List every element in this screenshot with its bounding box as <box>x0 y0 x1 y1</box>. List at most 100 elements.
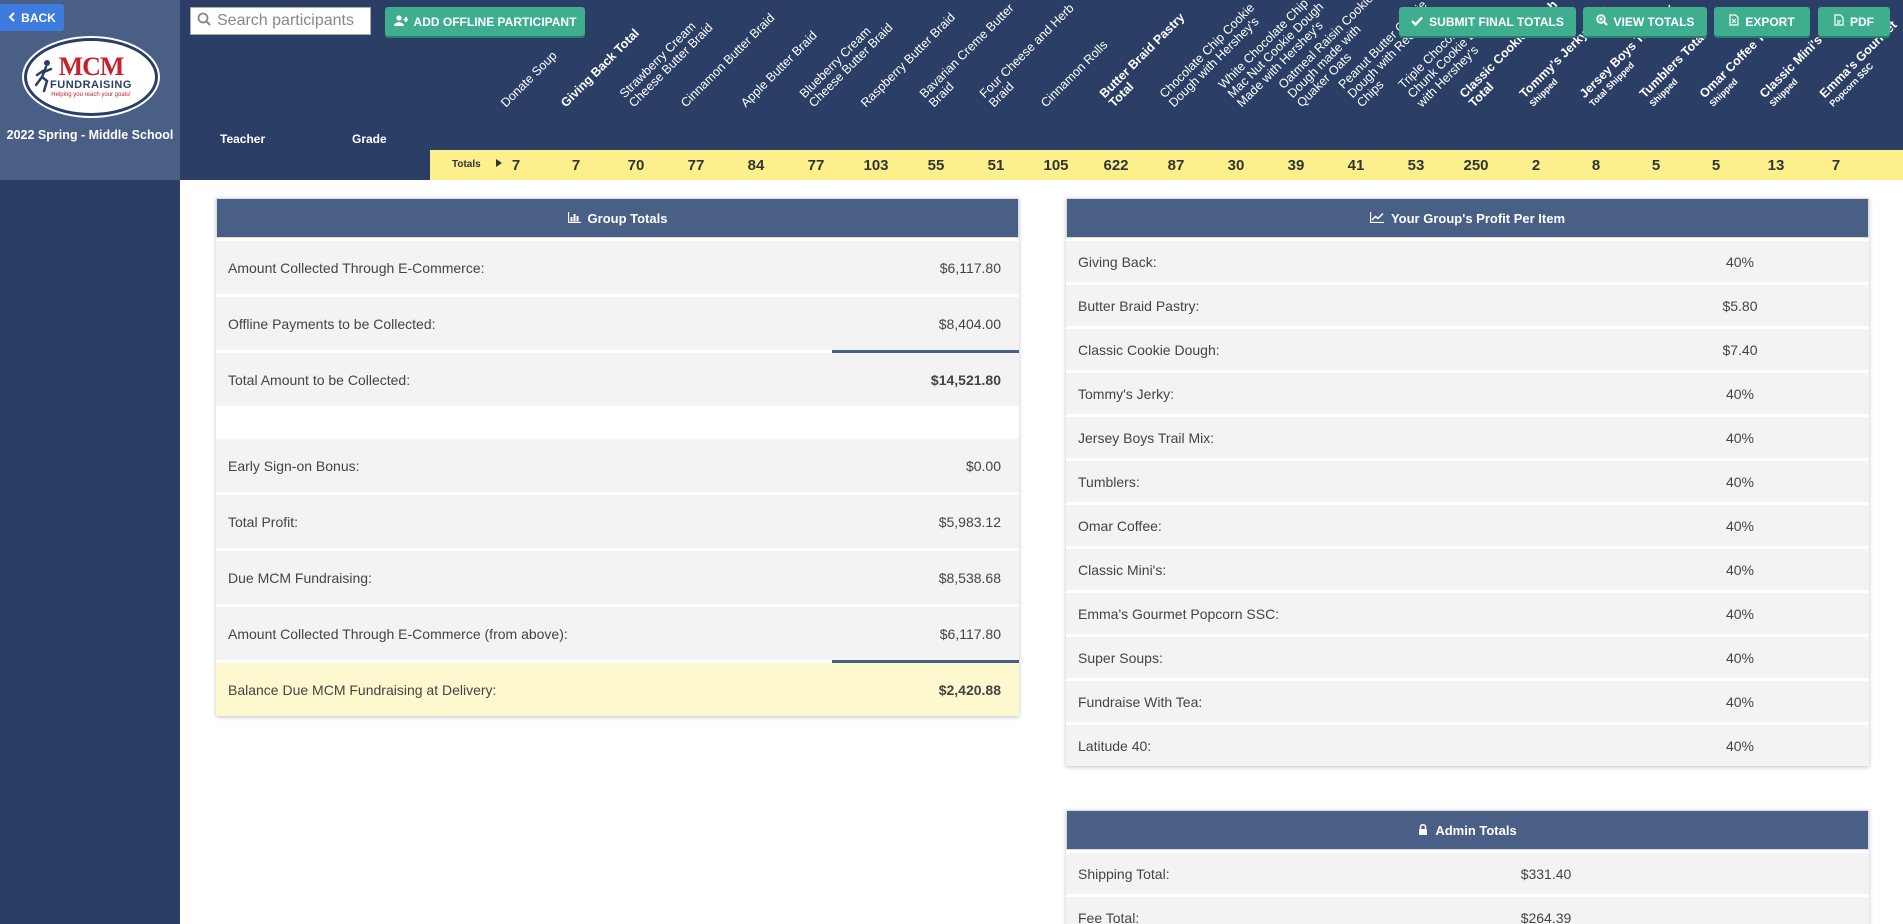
row-value: $2,420.88 <box>938 681 1001 698</box>
product-total: 622 <box>1103 157 1129 174</box>
product-total: 2 <box>1531 157 1541 174</box>
gt-row-early-bonus: Early Sign-on Bonus: $0.00 <box>216 436 1019 492</box>
row-value: 40% <box>1725 737 1755 754</box>
row-label: Early Sign-on Bonus: <box>228 457 360 474</box>
admin-totals-header: Admin Totals <box>1066 810 1869 850</box>
back-button[interactable]: BACK <box>0 4 64 31</box>
row-label: Omar Coffee: <box>1078 517 1162 534</box>
add-offline-label: ADD OFFLINE PARTICIPANT <box>413 14 577 29</box>
row-label: Total Amount to be Collected: <box>228 371 411 388</box>
row-value: 40% <box>1725 385 1755 402</box>
admin-totals-title: Admin Totals <box>1435 822 1517 838</box>
product-total: 13 <box>1767 157 1785 174</box>
pp-row: Giving Back: 40% <box>1066 238 1869 282</box>
row-value: 40% <box>1725 693 1755 710</box>
submit-final-totals-button[interactable]: SUBMIT FINAL TOTALS <box>1399 7 1576 36</box>
row-value: $6,117.80 <box>939 625 1001 642</box>
row-value: $14,521.80 <box>930 371 1001 388</box>
bar-chart-icon <box>567 211 581 226</box>
gt-row-total-collected: Total Amount to be Collected: $14,521.80 <box>216 350 1019 406</box>
at-row-shipping: Shipping Total: $331.40 <box>1066 850 1869 894</box>
line-chart-icon <box>1369 211 1384 226</box>
product-total: 30 <box>1227 157 1245 174</box>
product-total: 5 <box>1651 157 1661 174</box>
export-button[interactable]: EXPORT <box>1714 7 1810 36</box>
search-box[interactable] <box>190 7 371 35</box>
row-value: 40% <box>1725 429 1755 446</box>
chevron-left-icon <box>8 11 16 25</box>
row-label: Offline Payments to be Collected: <box>228 315 436 332</box>
row-label: Latitude 40: <box>1078 737 1152 754</box>
row-value: 40% <box>1725 561 1755 578</box>
pp-row: Omar Coffee: 40% <box>1066 502 1869 546</box>
row-value: $0.00 <box>965 457 1001 474</box>
product-total: 41 <box>1347 157 1365 174</box>
pp-row: Classic Mini's: 40% <box>1066 546 1869 590</box>
pp-row: Jersey Boys Trail Mix: 40% <box>1066 414 1869 458</box>
pp-row: Latitude 40: 40% <box>1066 722 1869 766</box>
admin-totals-panel: Admin Totals Shipping Total: $331.40 Fee … <box>1066 810 1869 924</box>
row-label: Giving Back: <box>1078 253 1157 270</box>
product-total: 51 <box>987 157 1005 174</box>
search-input[interactable] <box>217 12 367 30</box>
product-total: 7 <box>571 157 581 174</box>
product-total: 8 <box>1591 157 1601 174</box>
row-value: $264.39 <box>1520 909 1572 924</box>
profit-per-item-panel: Your Group's Profit Per Item Giving Back… <box>1066 198 1869 766</box>
profit-per-item-title: Your Group's Profit Per Item <box>1390 210 1566 226</box>
row-value: $5,983.12 <box>938 513 1001 530</box>
row-value: $5.80 <box>1722 297 1758 314</box>
row-value: 40% <box>1725 253 1755 270</box>
pp-row: Emma's Gourmet Popcorn SSC: 40% <box>1066 590 1869 634</box>
campaign-title: 2022 Spring - Middle School <box>6 128 174 142</box>
pp-row: Butter Braid Pastry: $5.80 <box>1066 282 1869 326</box>
gt-row-ecommerce-above: Amount Collected Through E-Commerce (fro… <box>216 604 1019 660</box>
pdf-button[interactable]: PDF <box>1818 7 1890 36</box>
product-total: 53 <box>1407 157 1425 174</box>
mcm-logo: MCM FUNDRAISING Helping you reach your g… <box>24 38 158 116</box>
product-total: 87 <box>1167 157 1185 174</box>
view-totals-label: VIEW TOTALS <box>1613 14 1695 29</box>
pdf-label: PDF <box>1850 14 1874 29</box>
row-label: Super Soups: <box>1078 649 1163 666</box>
row-value: 40% <box>1725 473 1755 490</box>
file-excel-icon <box>1729 14 1739 29</box>
add-offline-participant-button[interactable]: ADD OFFLINE PARTICIPANT <box>385 7 585 36</box>
gt-row-offline: Offline Payments to be Collected: $8,404.… <box>216 294 1019 350</box>
view-totals-button[interactable]: VIEW TOTALS <box>1583 7 1707 36</box>
row-label: Butter Braid Pastry: <box>1078 297 1200 314</box>
pp-row: Classic Cookie Dough: $7.40 <box>1066 326 1869 370</box>
row-label: Due MCM Fundraising: <box>228 569 372 586</box>
sidebar: BACK MCM FUNDRAISING Helping you reach y… <box>0 0 180 924</box>
row-label: Amount Collected Through E-Commerce: <box>228 259 485 276</box>
row-value: $8,404.00 <box>938 315 1001 332</box>
row-value: 40% <box>1725 605 1755 622</box>
product-total: 105 <box>1043 157 1069 174</box>
row-label: Total Profit: <box>228 513 299 530</box>
row-label: Tumblers: <box>1078 473 1140 490</box>
group-totals-header: Group Totals <box>216 198 1019 238</box>
back-label: BACK <box>21 10 56 25</box>
gt-row-ecommerce: Amount Collected Through E-Commerce: $6,1… <box>216 238 1019 294</box>
row-value: 40% <box>1725 517 1755 534</box>
logo-tagline: Helping you reach your goals! <box>51 91 131 98</box>
totals-label: Totals <box>452 159 481 170</box>
group-totals-title: Group Totals <box>587 210 668 226</box>
submit-label: SUBMIT FINAL TOTALS <box>1429 14 1564 29</box>
product-column-header[interactable]: Donate Soup <box>498 48 560 110</box>
product-total: 84 <box>747 157 765 174</box>
product-total: 5 <box>1711 157 1721 174</box>
caret-right-icon[interactable] <box>496 159 502 170</box>
grade-column-header[interactable]: Grade <box>352 132 387 146</box>
row-label: Fee Total: <box>1078 909 1140 924</box>
pp-row: Fundraise With Tea: 40% <box>1066 678 1869 722</box>
gt-row-due-mcm: Due MCM Fundraising: $8,538.68 <box>216 548 1019 604</box>
add-user-icon <box>393 14 409 29</box>
teacher-column-header[interactable]: Teacher <box>220 132 266 146</box>
spacer <box>216 406 1019 436</box>
logo-sub: FUNDRAISING <box>50 78 132 91</box>
lock-icon <box>1418 823 1428 838</box>
logo-brand: MCM <box>58 51 125 81</box>
row-label: Classic Cookie Dough: <box>1078 341 1220 358</box>
search-icon <box>197 12 211 31</box>
